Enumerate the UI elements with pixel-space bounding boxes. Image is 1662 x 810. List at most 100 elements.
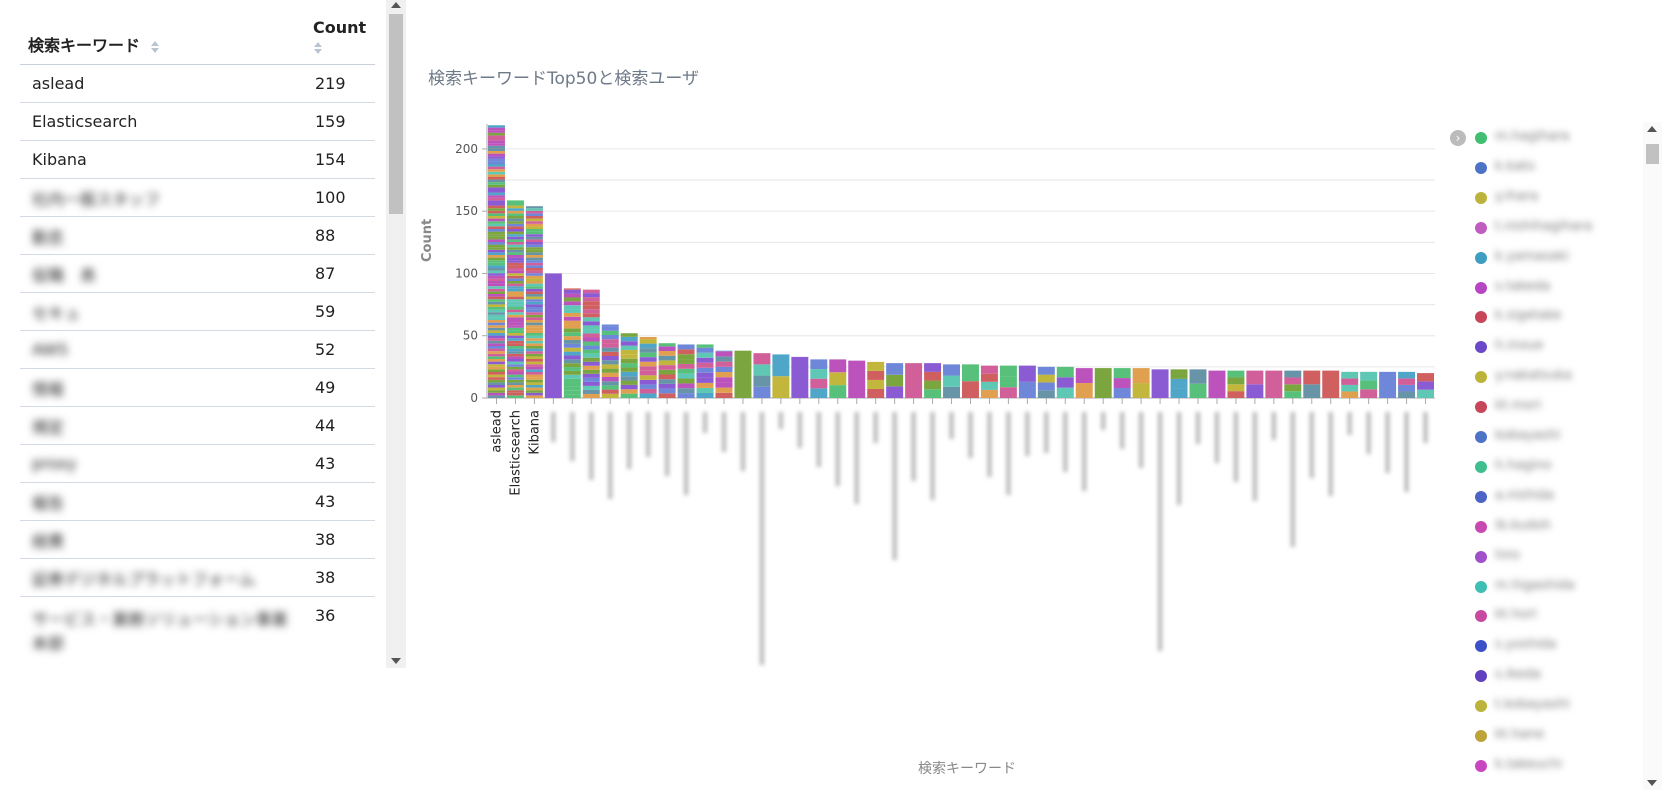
bar-segment (943, 364, 960, 376)
bar-segment (620, 345, 638, 350)
bar-segment (488, 322, 505, 326)
bar-segment (563, 351, 581, 356)
bar-segment (488, 156, 505, 159)
bar-segment (488, 236, 505, 240)
x-tick-label-obscured (551, 412, 556, 442)
bar-segment (620, 363, 638, 368)
keyword-column-header[interactable]: 検索キーワード (20, 0, 293, 65)
blurred-x-labels (551, 412, 1428, 665)
bar-segment (488, 249, 505, 253)
bar-segment (1132, 368, 1150, 384)
bar-segment (488, 135, 505, 138)
bar-segment (1246, 384, 1264, 398)
table-scrollbar[interactable] (386, 0, 406, 668)
bar-segment (1056, 366, 1074, 378)
bar-segment (1113, 388, 1131, 398)
keyword-cell: 規定 (20, 406, 293, 445)
bar-segment (488, 213, 505, 216)
x-tick-label-obscured (1158, 412, 1163, 651)
bar-segment (582, 341, 600, 346)
bar-segment (525, 286, 543, 289)
scroll-up-arrow-icon[interactable] (391, 2, 401, 8)
legend-toggle-icon[interactable]: › (1450, 130, 1466, 146)
bar-segment (658, 346, 676, 351)
legend-scrollbar[interactable] (1643, 122, 1662, 790)
bar-segment (601, 372, 619, 377)
bar-segment (1246, 370, 1264, 385)
bar-segment (525, 320, 543, 323)
bar-segment (563, 293, 581, 298)
bar-segment (715, 361, 733, 367)
bar-segment (677, 373, 695, 379)
scroll-down-arrow-icon[interactable] (1647, 780, 1657, 786)
x-tick-label-obscured (589, 412, 594, 480)
bar-segment (999, 376, 1017, 388)
bar-segment (506, 281, 524, 284)
bar-segment (639, 357, 657, 362)
bar-segment (488, 143, 505, 146)
legend-scroll-thumb[interactable] (1646, 144, 1659, 164)
bar-segment (488, 374, 505, 378)
table-row: proxy 43 (20, 444, 375, 483)
bar-segment (601, 385, 619, 390)
bar-segment (506, 356, 524, 359)
x-tick-label: Elasticsearch (508, 410, 523, 496)
table-body: aslead 219 Elasticsearch 159 Kibana 154 社内一般スタ… (20, 64, 375, 668)
sort-icon[interactable] (150, 40, 160, 54)
bar-segment (601, 343, 619, 348)
scroll-down-arrow-icon[interactable] (391, 658, 401, 664)
bar-segment (563, 289, 581, 294)
bar-segment (582, 361, 600, 366)
keyword-cell: proxy (20, 444, 293, 483)
bar-segment (525, 278, 543, 281)
bar-segment (506, 223, 524, 227)
bar-segment (506, 338, 524, 341)
keyword-cell: サービス・業務ソリューション事業本部 (20, 596, 293, 668)
bar-segment (506, 301, 524, 305)
bar-segment (525, 260, 543, 263)
x-tick-label-obscured (968, 412, 973, 458)
bar-segment (488, 356, 505, 359)
bar-segment (488, 268, 505, 271)
bar-segment (563, 312, 581, 317)
legend-label: kt.mori (1495, 398, 1542, 414)
bar-segment (506, 236, 524, 240)
bar-segment (677, 354, 695, 360)
count-cell: 36 (293, 596, 375, 668)
bar-segment (488, 369, 505, 372)
bar-segment (488, 262, 505, 266)
bar-segment (563, 309, 581, 313)
bar-segment (488, 171, 505, 175)
sort-icon[interactable] (313, 41, 323, 55)
table-row: 規定 44 (20, 406, 375, 445)
bar-segment (639, 339, 657, 344)
bar-segment (1170, 378, 1188, 389)
table-scroll-thumb[interactable] (389, 14, 403, 214)
x-tick-label-obscured (987, 412, 992, 477)
bar-segment (525, 257, 543, 261)
bar-segment (582, 325, 600, 330)
bar-segment (506, 268, 524, 271)
bar-segment (488, 184, 505, 188)
bar-segment (601, 326, 619, 331)
bar-segment (525, 262, 543, 266)
legend-label: k.sigetake (1495, 308, 1562, 324)
bar-segment (1094, 368, 1112, 398)
count-cell: 49 (293, 368, 375, 407)
x-tick-label: aslead (489, 410, 504, 453)
bar-segment (582, 377, 600, 382)
bar-segment (658, 365, 676, 370)
bar-segment (715, 356, 733, 362)
bar-segment (1303, 384, 1321, 398)
x-tick-label-obscured (1347, 412, 1352, 435)
count-column-header[interactable]: Count (293, 0, 375, 65)
bar-segment (488, 281, 505, 284)
y-tick-label: 0 (470, 391, 478, 405)
bar-segment (506, 278, 524, 281)
bar-segment (1379, 371, 1397, 398)
scroll-up-arrow-icon[interactable] (1647, 126, 1657, 132)
legend-color-dot (1475, 251, 1487, 264)
bar-segment (563, 382, 581, 387)
bar-segment (506, 320, 524, 323)
bar-segment (658, 383, 676, 389)
